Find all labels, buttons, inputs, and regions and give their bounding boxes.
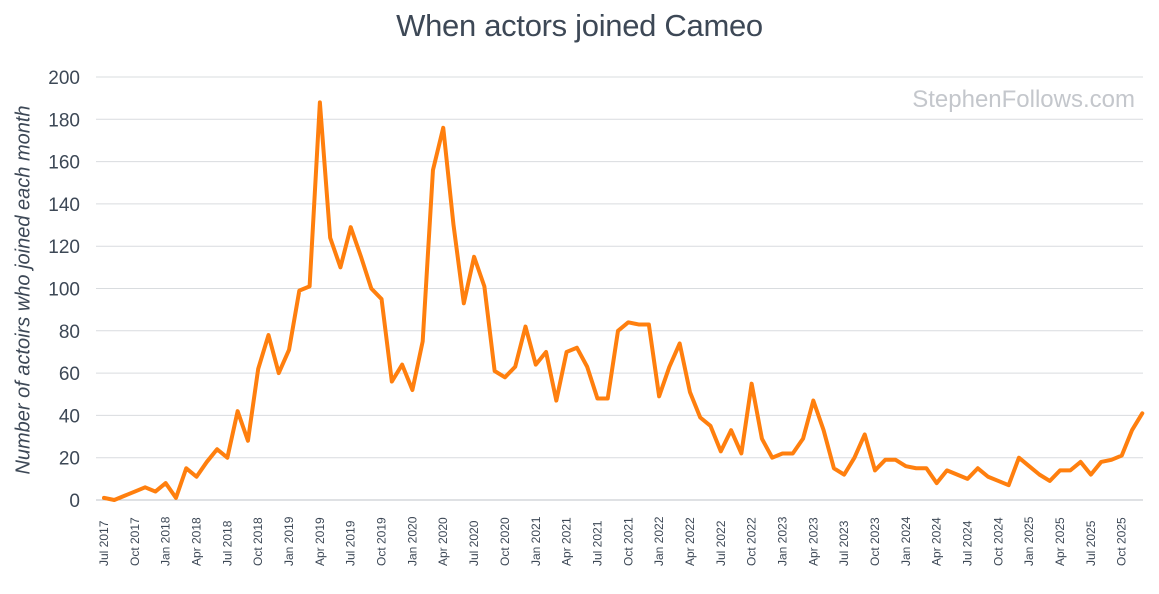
x-tick-label: Jan 2020	[405, 516, 419, 566]
x-tick-label: Jan 2024	[899, 516, 913, 566]
y-tick-label: 0	[69, 491, 80, 512]
x-tick-label: Oct 2023	[868, 517, 882, 566]
x-tick-label: Jul 2017	[97, 520, 111, 566]
x-tick-label: Oct 2018	[251, 517, 265, 566]
y-tick-label: 120	[48, 237, 80, 258]
x-tick-label: Apr 2022	[683, 517, 697, 566]
y-tick-label: 180	[48, 110, 80, 131]
x-tick-label: Jul 2025	[1084, 520, 1098, 566]
x-tick-label: Oct 2022	[745, 517, 759, 566]
y-tick-label: 160	[48, 153, 80, 174]
x-tick-label: Jul 2024	[961, 520, 975, 566]
x-tick-label: Jul 2023	[837, 520, 851, 566]
x-tick-label: Apr 2023	[806, 517, 820, 566]
y-tick-label: 140	[48, 195, 80, 216]
x-tick-label: Jul 2018	[220, 520, 234, 566]
y-tick-label: 100	[48, 280, 80, 301]
x-tick-labels: Jul 2017 Oct 2017 Jan 2018 Apr 2018 Jul 2018…	[97, 516, 1129, 566]
x-tick-label: Oct 2025	[1115, 517, 1129, 566]
x-tick-label: Oct 2019	[375, 517, 389, 566]
y-tick-label: 40	[59, 406, 80, 427]
x-tick-label: Jan 2022	[652, 516, 666, 566]
y-tick-labels: 0 20 40 60 80 100 120 140 160 180 200	[48, 68, 80, 512]
x-tick-label: Oct 2021	[621, 517, 635, 566]
x-tick-label: Jan 2021	[529, 516, 543, 566]
chart-title: When actors joined Cameo	[396, 8, 763, 43]
x-tick-label: Jan 2025	[1022, 516, 1036, 566]
x-tick-label: Jul 2019	[344, 520, 358, 566]
x-tick-label: Jul 2022	[714, 520, 728, 566]
x-tick-label: Oct 2020	[498, 517, 512, 566]
x-tick-label: Apr 2020	[436, 517, 450, 566]
grid-lines	[96, 76, 1143, 501]
y-tick-label: 20	[59, 449, 80, 470]
y-tick-label: 200	[48, 68, 80, 89]
y-tick-label: 80	[59, 322, 80, 343]
x-tick-label: Jan 2023	[775, 516, 789, 566]
x-tick-label: Jan 2019	[282, 516, 296, 566]
x-tick-label: Apr 2024	[930, 517, 944, 566]
x-tick-label: Jul 2021	[590, 520, 604, 566]
y-tick-label: 60	[59, 364, 80, 385]
x-tick-label: Apr 2018	[190, 517, 204, 566]
x-tick-label: Oct 2024	[991, 517, 1005, 566]
x-tick-label: Apr 2019	[313, 517, 327, 566]
x-tick-label: Jan 2018	[159, 516, 173, 566]
series-line	[102, 100, 1145, 502]
x-tick-label: Jul 2020	[467, 520, 481, 566]
x-tick-label: Apr 2021	[560, 517, 574, 566]
x-tick-label: Oct 2017	[128, 517, 142, 566]
watermark: StephenFollows.com	[912, 86, 1135, 113]
x-tick-label: Apr 2025	[1053, 517, 1067, 566]
